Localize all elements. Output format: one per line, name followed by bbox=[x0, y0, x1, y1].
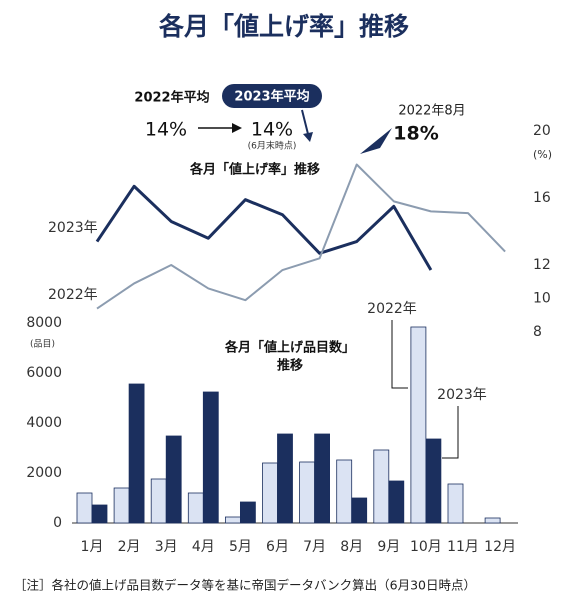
x-tick-label: 12月 bbox=[484, 539, 516, 555]
y2-tick-label: 8 bbox=[533, 324, 542, 340]
bar bbox=[150, 478, 167, 524]
bar bbox=[128, 383, 145, 524]
avg-2022-value: 14% bbox=[145, 119, 187, 141]
line-series bbox=[95, 184, 433, 271]
y-tick-label: 0 bbox=[53, 515, 62, 531]
x-tick-label: 1月 bbox=[81, 539, 104, 555]
bar bbox=[425, 438, 442, 524]
series-label: 2022年 bbox=[48, 287, 98, 303]
bar bbox=[91, 504, 108, 524]
peak-pointer bbox=[360, 128, 392, 154]
x-tick-label: 4月 bbox=[192, 539, 215, 555]
line-series bbox=[96, 163, 506, 310]
series-label: 2023年 bbox=[48, 220, 98, 236]
x-tick-label: 5月 bbox=[229, 539, 252, 555]
bar bbox=[447, 483, 464, 524]
avg-2023-label: 2023年平均 bbox=[234, 89, 309, 105]
pointer-head bbox=[303, 132, 313, 142]
bar bbox=[165, 435, 182, 524]
y-tick-label: 8000 bbox=[26, 315, 62, 331]
avg-2023-note: (6月末時点) bbox=[248, 140, 297, 152]
bar bbox=[484, 517, 501, 524]
x-tick-label: 9月 bbox=[377, 539, 400, 555]
bar bbox=[351, 497, 368, 524]
series-label: 2022年 bbox=[367, 301, 417, 317]
line-title: 各月「値上げ率」推移 bbox=[189, 162, 320, 178]
y2-tick-label: 10 bbox=[533, 291, 551, 307]
y-tick-label: 2000 bbox=[26, 465, 62, 481]
bar-title: 推移 bbox=[277, 358, 303, 374]
series-label: 2023年 bbox=[437, 387, 487, 403]
y-tick-label: 6000 bbox=[26, 365, 62, 381]
y-unit: (品目) bbox=[30, 339, 55, 350]
x-tick-label: 7月 bbox=[303, 539, 326, 555]
x-tick-label: 8月 bbox=[340, 539, 363, 555]
bar bbox=[277, 433, 293, 524]
avg-2023-value: 14% bbox=[251, 119, 293, 141]
bar bbox=[76, 492, 93, 524]
page-title: 各月「値上げ率」推移 bbox=[158, 12, 409, 41]
y2-tick-label: 12 bbox=[533, 257, 551, 273]
callout bbox=[442, 406, 459, 459]
callout bbox=[391, 320, 408, 389]
y-tick-label: 4000 bbox=[26, 415, 62, 431]
pointer bbox=[301, 109, 309, 135]
bar bbox=[410, 326, 427, 524]
arrow-head bbox=[232, 123, 242, 133]
bar bbox=[262, 462, 278, 524]
bar bbox=[388, 480, 405, 524]
peak-value: 18% bbox=[393, 123, 438, 145]
bar bbox=[336, 459, 353, 524]
bar bbox=[224, 516, 241, 524]
peak-label: 2022年8月 bbox=[398, 104, 465, 119]
avg-2023-pill bbox=[222, 84, 322, 108]
footnote: ［注］各社の値上げ品目数データ等を基に帝国データバンク算出（6月30日時点） bbox=[14, 578, 476, 593]
y2-tick-label: 20 bbox=[533, 123, 551, 139]
x-tick-label: 3月 bbox=[155, 539, 178, 555]
x-tick-label: 2月 bbox=[118, 539, 141, 555]
x-tick-label: 6月 bbox=[266, 539, 289, 555]
bar bbox=[299, 461, 316, 524]
bar bbox=[187, 492, 204, 524]
bar bbox=[202, 391, 219, 524]
avg-2022-label: 2022年平均 bbox=[134, 90, 209, 106]
x-tick-label: 10月 bbox=[410, 539, 442, 555]
bar bbox=[314, 433, 331, 524]
bar-title: 各月「値上げ品目数」 bbox=[224, 340, 355, 356]
bar bbox=[113, 487, 130, 524]
x-tick-label: 11月 bbox=[447, 539, 479, 555]
y2-tick-label: 16 bbox=[533, 190, 551, 206]
y2-unit: (%) bbox=[533, 148, 552, 161]
bar bbox=[239, 501, 256, 524]
bar bbox=[373, 449, 390, 524]
